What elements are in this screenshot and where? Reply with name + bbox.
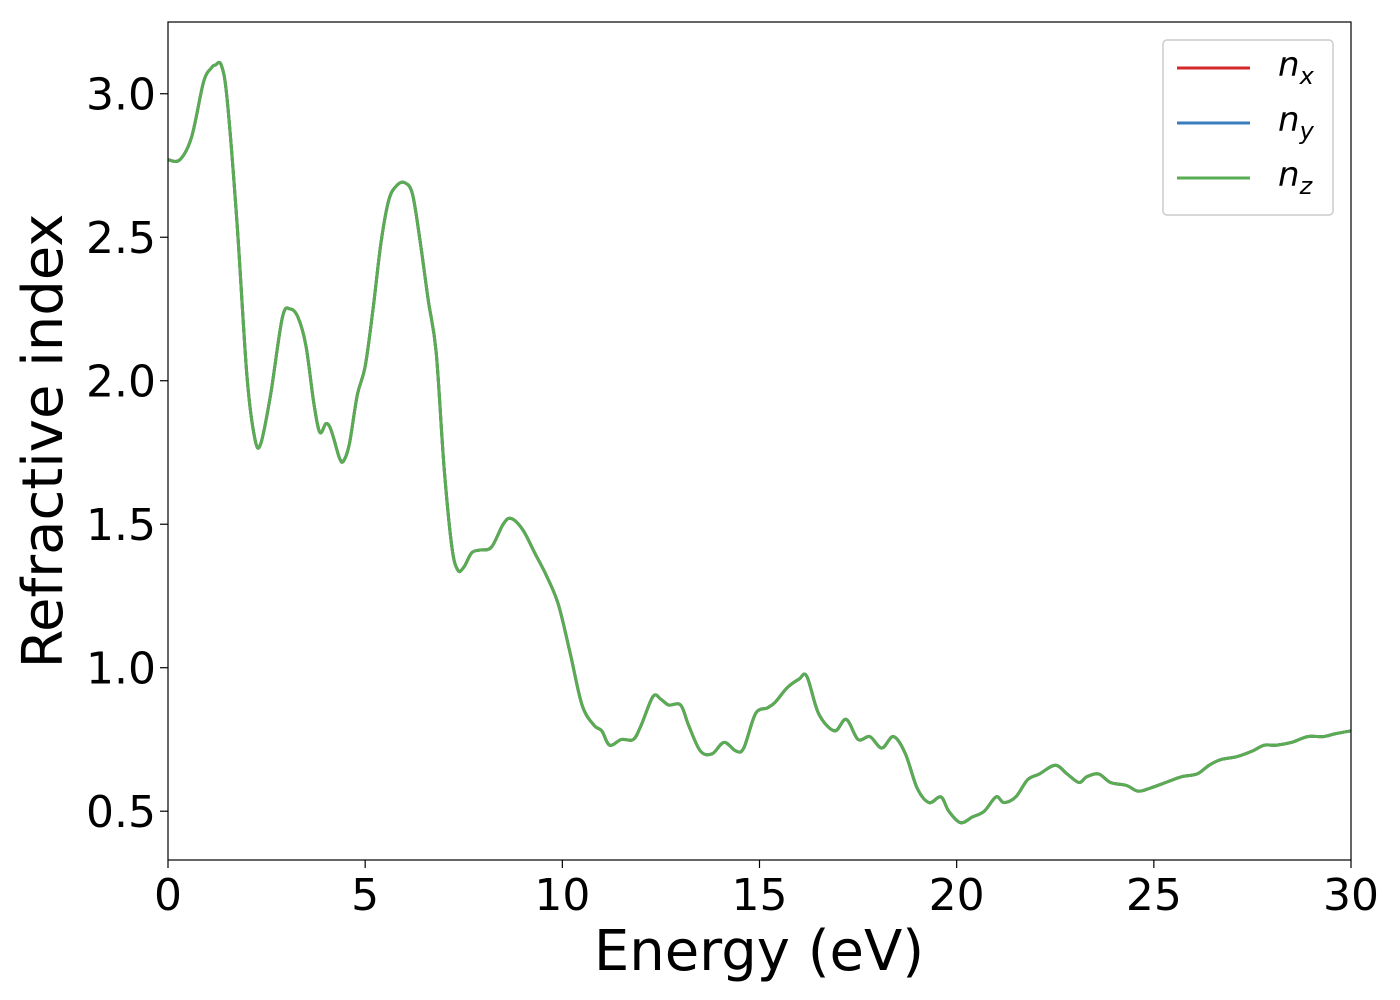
series-line-nz: [167, 60, 1352, 825]
y-axis-label: Refractive index: [11, 214, 76, 669]
x-tick-label: 30: [1323, 870, 1379, 921]
legend-label-nz: nz: [1278, 155, 1314, 200]
legend-box: [1162, 39, 1334, 216]
y-tick-label: 1.0: [86, 644, 156, 695]
y-tick-label: 2.0: [86, 357, 156, 408]
x-tick-label: 20: [929, 870, 985, 921]
legend: nx ny nz: [1162, 39, 1334, 216]
x-tick-label: 25: [1126, 870, 1182, 921]
y-tick-label: 1.5: [86, 500, 156, 551]
legend-label-nx: nx: [1278, 45, 1315, 90]
plot-area: [167, 21, 1352, 861]
x-tick-label: 5: [351, 870, 379, 921]
y-axis-ticks: 0.5 1.0 1.5 2.0 2.5 3.0: [86, 70, 168, 838]
x-tick-label: 15: [732, 870, 788, 921]
y-tick-label: 0.5: [86, 787, 156, 838]
x-axis-label: Energy (eV): [594, 919, 924, 984]
x-axis-ticks: 0 5 10 15 20 25 30: [154, 860, 1379, 921]
x-tick-label: 0: [154, 870, 182, 921]
x-tick-label: 10: [534, 870, 590, 921]
legend-label-ny: ny: [1278, 100, 1315, 145]
y-tick-label: 3.0: [86, 70, 156, 121]
y-tick-label: 2.5: [86, 213, 156, 264]
